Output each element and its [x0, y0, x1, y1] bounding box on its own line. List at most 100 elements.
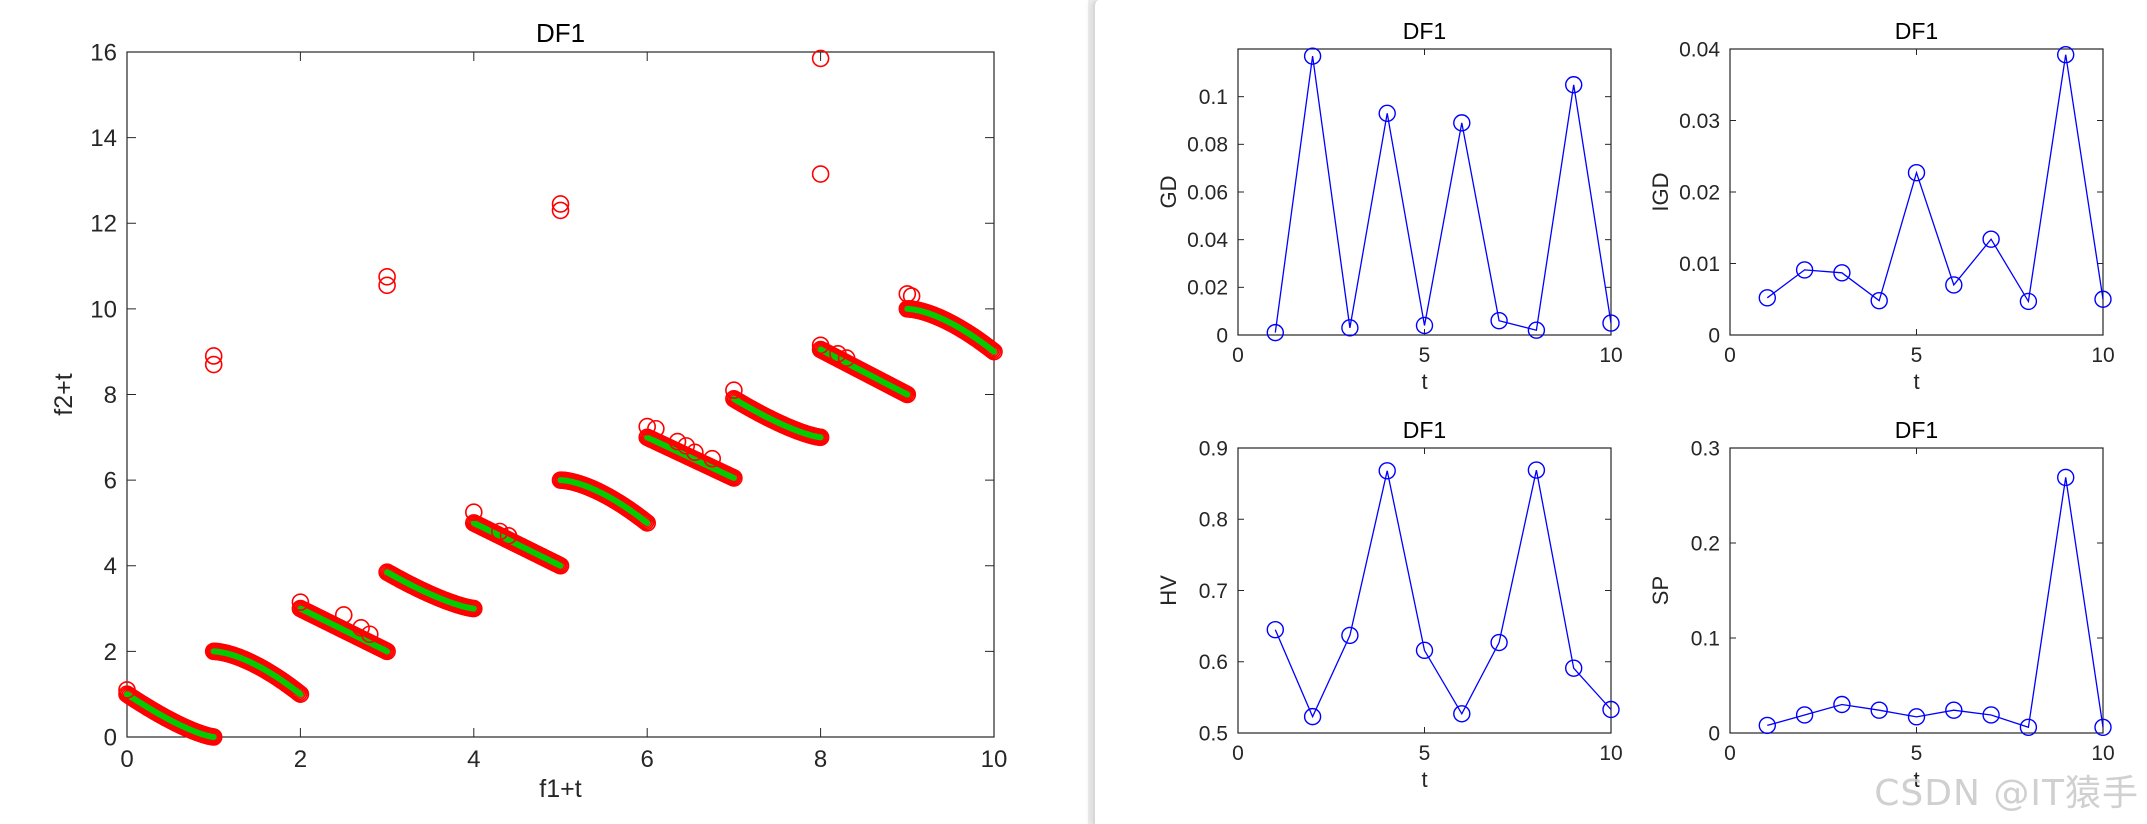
true-front-line [817, 346, 911, 398]
true-front-line [384, 569, 477, 612]
y-tick-label: 0.1 [1199, 86, 1228, 109]
true-front-line [904, 305, 997, 355]
data-point [1490, 312, 1508, 330]
y-tick-label: 0.1 [1691, 627, 1720, 650]
data-point [1945, 276, 1963, 294]
y-tick-label: 8 [104, 382, 117, 409]
x-tick-label: 10 [2091, 344, 2114, 367]
x-tick-label: 10 [981, 746, 1008, 773]
y-tick-label: 0.8 [1199, 509, 1228, 532]
x-tick-label: 5 [1419, 344, 1431, 367]
y-axis-label: IGD [1648, 172, 1673, 211]
plot-area [1237, 48, 1612, 336]
y-tick-label: 14 [90, 125, 117, 152]
front-point [378, 642, 396, 661]
outlier-point [647, 419, 665, 438]
front-point [632, 509, 651, 528]
y-tick-label: 0 [1708, 722, 1720, 745]
true-front-line [557, 477, 651, 526]
outlier-point [829, 345, 847, 363]
front-point [725, 469, 743, 487]
outlier-point [703, 449, 722, 468]
pareto-front-chart: 0 2 4 6 8 10 0 2 4 6 8 10 12 14 16 DF1 f1+t f2+t [50, 18, 1007, 803]
igd-chart: 0 5 10 0 0.01 0.02 0.03 0.04 DF1 t IGD [1648, 18, 2115, 394]
data-point [1833, 695, 1851, 714]
x-axis-label: f1+t [539, 775, 581, 803]
series-line [1767, 477, 2104, 729]
chart-title: DF1 [1403, 417, 1446, 443]
y-tick-label: 0.08 [1187, 134, 1228, 157]
outlier-point [811, 336, 830, 355]
hv-chart: 0 5 10 0.5 0.6 0.7 0.8 0.9 DF1 t HV [1156, 417, 1623, 792]
plot-area [1237, 447, 1612, 734]
data-point [2094, 718, 2112, 736]
series-line [1274, 469, 1612, 719]
data-point [1415, 641, 1434, 660]
y-tick-label: 0.03 [1679, 110, 1720, 133]
plot-area [1729, 447, 2104, 734]
x-tick-label: 0 [1724, 344, 1736, 367]
outlier-point [837, 349, 856, 367]
front-point [551, 556, 570, 575]
outlier-point [551, 201, 570, 220]
y-tick-label: 0.3 [1691, 437, 1720, 460]
data-point [1833, 264, 1851, 282]
outlier-point [677, 437, 696, 455]
x-tick-label: 8 [814, 746, 827, 773]
y-tick-label: 0.5 [1199, 722, 1228, 745]
data-point [1758, 716, 1777, 735]
data-point [1870, 701, 1888, 719]
y-tick-label: 0.06 [1187, 181, 1228, 204]
true-front-line [470, 519, 564, 569]
plot-area [126, 51, 995, 738]
y-tick-label: 0 [104, 724, 117, 751]
front-point [980, 339, 999, 358]
y-tick-label: 0.02 [1187, 277, 1228, 300]
outlier-point [464, 503, 483, 522]
data-point [1982, 706, 2000, 724]
y-tick-label: 0.6 [1199, 651, 1228, 674]
outlier-point [378, 276, 396, 295]
data-point [1907, 708, 1926, 726]
gd-chart: 0 5 10 0 0.02 0.04 0.06 0.08 0.1 DF1 t GD [1156, 18, 1623, 394]
data-point [1341, 319, 1359, 337]
outlier-point [334, 606, 353, 624]
front-point [898, 385, 917, 404]
x-tick-label: 2 [294, 746, 307, 773]
y-tick-label: 10 [90, 296, 117, 323]
data-point [1870, 291, 1888, 310]
true-front-line [124, 691, 217, 740]
chart-title: DF1 [536, 18, 585, 48]
y-tick-label: 0.02 [1679, 181, 1720, 204]
outlier-point [204, 347, 223, 365]
front-point [983, 341, 1002, 360]
y-tick-label: 0.04 [1679, 38, 1720, 61]
front-point [982, 340, 1000, 359]
outlier-point [360, 625, 379, 644]
data-point [1564, 659, 1583, 677]
data-point [1378, 104, 1396, 123]
x-tick-label: 10 [2091, 742, 2114, 765]
data-point [1527, 461, 1546, 479]
data-point [1378, 462, 1396, 480]
outlier-point [499, 526, 518, 545]
outlier-point [118, 681, 136, 699]
data-point [1303, 707, 1322, 726]
data-point [1795, 261, 1814, 279]
front-point [290, 684, 308, 702]
data-point [1453, 705, 1471, 723]
true-front-line [297, 605, 391, 655]
data-point [1415, 316, 1434, 335]
outlier-point [638, 417, 657, 436]
data-point [1602, 700, 1620, 719]
front-point [985, 342, 1003, 361]
y-tick-label: 0 [1216, 324, 1228, 347]
outlier-point [725, 381, 743, 400]
x-tick-label: 5 [1911, 344, 1923, 367]
front-point [635, 511, 654, 530]
data-point [1945, 701, 1963, 719]
plot-area [1729, 48, 2104, 336]
data-point [1341, 626, 1359, 645]
data-point [1266, 323, 1285, 342]
front-point [979, 338, 998, 357]
